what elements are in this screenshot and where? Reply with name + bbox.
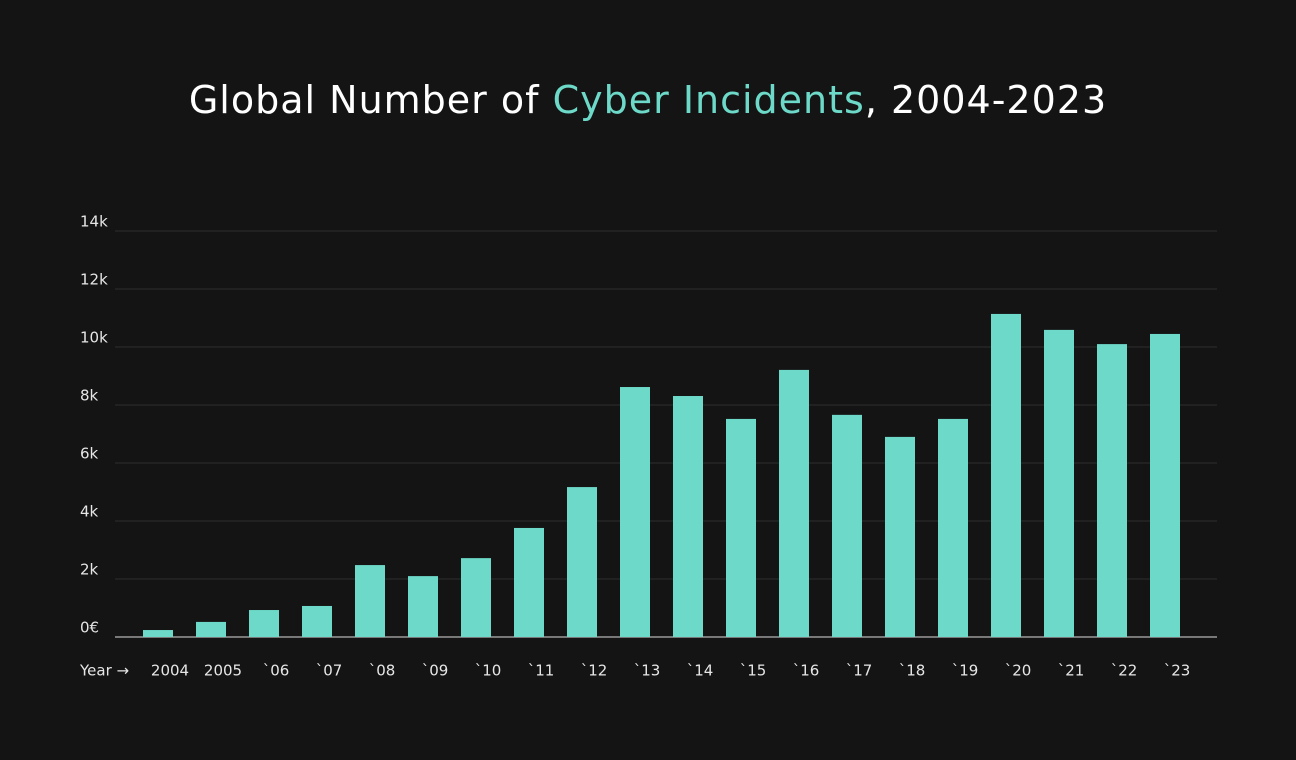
bar — [355, 565, 385, 637]
bar — [302, 605, 332, 637]
x-tick-label: `22 — [1111, 662, 1138, 680]
x-tick-label: `06 — [263, 662, 290, 680]
x-tick-label: `20 — [1005, 662, 1032, 680]
bar — [196, 621, 226, 637]
y-tick-label: 6k — [80, 445, 99, 463]
x-tick-label: `17 — [846, 662, 873, 680]
bar — [1097, 344, 1127, 637]
bar — [461, 558, 491, 637]
title-part: , 2004-2023 — [865, 78, 1107, 122]
x-tick-label: 2005 — [204, 662, 242, 680]
y-tick-label: 12k — [80, 271, 108, 289]
x-tick-label: `18 — [899, 662, 926, 680]
bar — [408, 576, 438, 637]
x-tick-label: `09 — [422, 662, 449, 680]
x-tick-label: `08 — [369, 662, 396, 680]
x-tick-label: `13 — [634, 662, 661, 680]
bar — [832, 414, 862, 637]
x-tick-label: `07 — [316, 662, 343, 680]
bar — [514, 527, 544, 637]
chart-title: Global Number of Cyber Incidents, 2004-2… — [189, 78, 1107, 122]
x-axis-label: Year → — [79, 662, 129, 680]
bar — [1044, 329, 1074, 637]
bar — [620, 387, 650, 637]
x-tick-label: `23 — [1164, 662, 1191, 680]
title-part: Cyber Incidents — [553, 78, 865, 122]
bar — [249, 610, 279, 637]
y-tick-label: 4k — [80, 503, 99, 521]
bar — [885, 436, 915, 637]
x-tick-label: 2004 — [151, 662, 189, 680]
bar — [143, 630, 173, 637]
bar — [938, 418, 968, 637]
y-tick-label: 14k — [80, 213, 108, 231]
y-tick-label: 2k — [80, 561, 99, 579]
bar — [991, 313, 1021, 637]
bar — [726, 418, 756, 637]
y-tick-label: 0€ — [80, 619, 99, 637]
y-tick-label: 8k — [80, 387, 99, 405]
x-tick-label: `10 — [475, 662, 502, 680]
x-tick-label: `15 — [740, 662, 767, 680]
x-tick-label: `21 — [1058, 662, 1085, 680]
x-tick-label: `16 — [793, 662, 820, 680]
x-tick-label: `12 — [581, 662, 608, 680]
x-tick-label: `19 — [952, 662, 979, 680]
bar — [779, 369, 809, 637]
title-part: Global Number of — [189, 78, 553, 122]
bar — [567, 487, 597, 637]
x-tick-label: `14 — [687, 662, 714, 680]
x-tick-label: `11 — [528, 662, 555, 680]
bar — [1150, 333, 1180, 637]
y-tick-label: 10k — [80, 329, 108, 347]
bar — [673, 396, 703, 637]
